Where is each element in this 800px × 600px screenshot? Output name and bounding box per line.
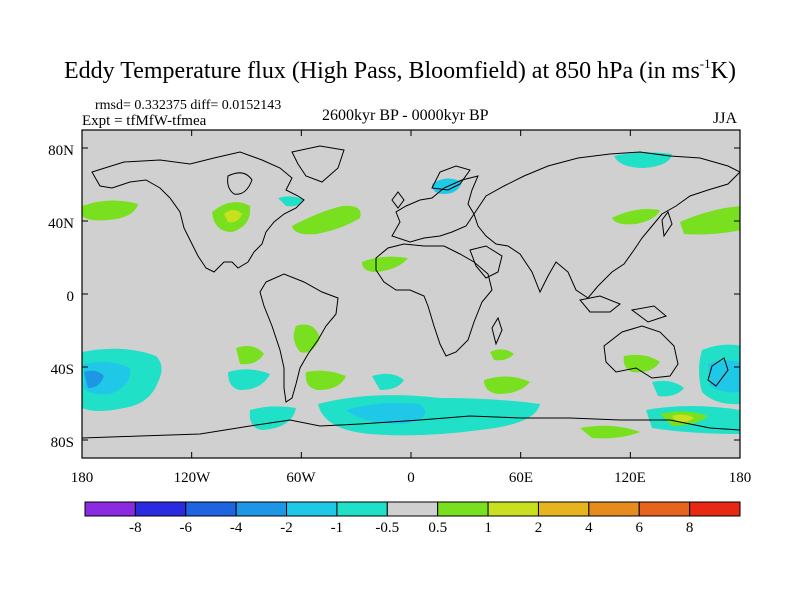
colorbar-label: 1 xyxy=(484,520,492,536)
coastline-europe xyxy=(391,175,479,243)
colorbar-label: 8 xyxy=(685,520,694,536)
contour-patch xyxy=(278,196,304,207)
contour-patch xyxy=(224,210,242,223)
contour-patch xyxy=(612,209,660,225)
plot-title: Eddy Temperature flux (High Pass, Bloomf… xyxy=(64,56,736,84)
contour-patch xyxy=(614,152,672,168)
stats-label: rmsd= 0.332375 diff= 0.0152143 xyxy=(95,98,282,113)
coastline-hudson-bay xyxy=(227,172,253,195)
contour-patch xyxy=(672,414,694,423)
contour-patch xyxy=(372,373,404,390)
colorbar-swatch xyxy=(487,501,539,517)
experiment-label: Expt = tfMfW-tfmea xyxy=(82,113,207,129)
colorbar-swatch xyxy=(537,501,590,517)
colorbar-swatch xyxy=(336,501,388,517)
coastlines xyxy=(82,145,740,439)
lat-label: 0 xyxy=(66,289,75,305)
lat-label: 40N xyxy=(48,216,74,232)
coastline-asia xyxy=(473,151,740,299)
contour-patch xyxy=(623,354,660,373)
coastline-indonesia xyxy=(579,295,621,313)
colorbar-swatch xyxy=(134,501,187,517)
coastline-greenland xyxy=(291,145,345,183)
colorbar-swatch xyxy=(235,501,288,517)
colorbar-label: 2 xyxy=(534,520,543,536)
contour-patch xyxy=(346,402,426,424)
colorbar-label: 6 xyxy=(635,520,643,536)
lat-label: 80S xyxy=(50,435,74,451)
colorbar-swatch xyxy=(588,501,640,517)
colorbar-swatch xyxy=(437,501,489,517)
colorbar xyxy=(84,501,741,517)
coastline-arabia xyxy=(469,245,503,279)
colorbar-label: -2 xyxy=(280,520,293,536)
contour-patch xyxy=(82,200,138,221)
coastline-antarctica xyxy=(82,415,740,439)
lon-label: 0 xyxy=(407,470,415,486)
colorbar-label: -0.5 xyxy=(375,520,400,536)
colorbar-swatch xyxy=(84,501,136,517)
colorbar-label: -1 xyxy=(330,520,344,536)
colorbar-swatch xyxy=(386,501,439,517)
lon-label: 120W xyxy=(173,470,211,486)
contour-patch xyxy=(708,360,740,393)
colorbar-swatch xyxy=(286,501,338,517)
contour-patch xyxy=(84,370,104,388)
coastline-north-america xyxy=(91,151,305,273)
contour-patch xyxy=(236,346,264,365)
colorbar-label: -6 xyxy=(179,520,193,536)
lon-label: 120E xyxy=(614,470,646,486)
contour-patch xyxy=(490,349,514,361)
coastline-australia xyxy=(603,325,679,379)
lon-label: 180 xyxy=(70,470,94,486)
colorbar-swatch xyxy=(185,501,237,517)
lon-label: 60E xyxy=(508,470,534,486)
coastline-scandinavia xyxy=(431,165,471,191)
colorbar-label: 4 xyxy=(585,520,593,536)
coastline-madagascar xyxy=(491,316,503,346)
contour-patch xyxy=(484,376,530,394)
coastline-new-zealand xyxy=(707,357,729,387)
coastline-new-guinea xyxy=(630,305,668,323)
contour-patch xyxy=(580,425,640,439)
contour-patch xyxy=(652,380,684,397)
colorbar-label: 0.5 xyxy=(428,520,448,536)
colorbar-swatch xyxy=(638,501,691,517)
lat-label: 40S xyxy=(50,362,74,378)
colorbar-label: -8 xyxy=(129,520,142,536)
period-label: 2600kyr BP - 0000kyr BP xyxy=(322,107,489,124)
coastline-japan xyxy=(661,210,673,238)
coastline-africa xyxy=(375,243,493,357)
coastline-uk xyxy=(391,191,405,209)
axis-ticks xyxy=(81,130,741,458)
season-label: JJA xyxy=(713,110,738,127)
coastline-south-america xyxy=(259,273,339,403)
colorbar-swatch xyxy=(689,501,741,517)
lon-label: 180 xyxy=(728,470,752,486)
lon-label: 60W xyxy=(286,470,316,486)
contour-patch xyxy=(305,370,346,390)
contour-patch xyxy=(228,369,270,390)
lat-label: 80N xyxy=(48,143,74,159)
colorbar-label: -4 xyxy=(229,520,243,536)
contour-patch xyxy=(680,206,740,235)
contour-patch xyxy=(292,205,361,235)
contour-patch xyxy=(362,256,408,272)
